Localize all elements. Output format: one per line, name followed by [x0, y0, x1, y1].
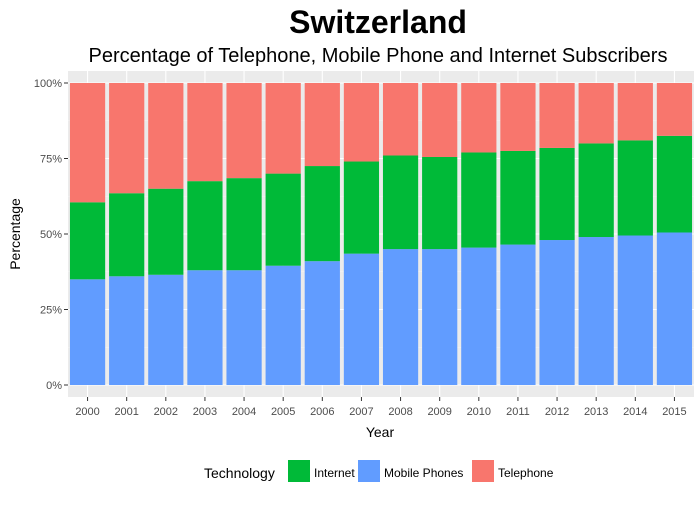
- legend-title: Technology: [204, 465, 275, 481]
- chart-subtitle: Percentage of Telephone, Mobile Phone an…: [89, 45, 668, 67]
- y-tick-label: 0%: [46, 380, 62, 392]
- legend-key-mobile-phones: [358, 460, 380, 482]
- x-axis: 2000 2001 2002 2003 2004 2005 2006 2007 2008 2009…: [75, 397, 687, 418]
- bar-mobile-phones-2011: [500, 244, 536, 385]
- bar-telephone-2002: [148, 83, 184, 189]
- bars: [69, 83, 693, 385]
- bar-telephone-2009: [422, 83, 458, 157]
- x-axis-label: Year: [366, 424, 395, 440]
- x-tick-label: 2002: [154, 406, 178, 418]
- bar-internet-2015: [656, 135, 693, 233]
- x-tick-label: 2013: [584, 406, 608, 418]
- bar-telephone-2011: [500, 83, 536, 151]
- chart-title: Switzerland: [289, 4, 467, 40]
- bar-mobile-phones-2010: [461, 247, 497, 385]
- bar-internet-2002: [148, 188, 184, 275]
- legend-label-internet: Internet: [314, 466, 355, 480]
- bar-mobile-phones-2007: [343, 253, 380, 385]
- bar-telephone-2001: [109, 83, 145, 194]
- bar-mobile-phones-2000: [69, 279, 106, 385]
- y-axis-label: Percentage: [7, 198, 23, 270]
- bar-mobile-phones-2015: [656, 232, 693, 385]
- legend-key-internet: [288, 460, 310, 482]
- bar-mobile-phones-2013: [578, 237, 614, 385]
- bar-internet-2007: [343, 161, 380, 254]
- bar-telephone-2015: [656, 83, 693, 136]
- bar-telephone-2007: [343, 83, 380, 162]
- bar-mobile-phones-2004: [226, 270, 262, 385]
- bar-telephone-2010: [461, 83, 497, 153]
- bar-internet-2006: [304, 166, 340, 262]
- bar-internet-2010: [461, 152, 497, 248]
- bar-mobile-phones-2002: [148, 274, 184, 385]
- legend-label-telephone: Telephone: [498, 466, 554, 480]
- x-tick-label: 2003: [193, 406, 217, 418]
- bar-internet-2009: [422, 156, 458, 250]
- bar-telephone-2005: [265, 83, 301, 174]
- bar-mobile-phones-2008: [382, 249, 419, 385]
- bar-internet-2004: [226, 178, 262, 271]
- legend-key-telephone: [472, 460, 494, 482]
- bar-internet-2003: [187, 181, 223, 271]
- bar-telephone-2012: [539, 83, 575, 148]
- bar-telephone-2014: [617, 83, 653, 141]
- y-tick-label: 100%: [34, 78, 62, 90]
- bar-internet-2001: [109, 193, 145, 277]
- bar-internet-2005: [265, 173, 301, 266]
- y-axis: 0% 25% 50% 75% 100%: [34, 78, 68, 392]
- bar-mobile-phones-2005: [265, 265, 301, 385]
- x-tick-label: 2006: [310, 406, 334, 418]
- bar-telephone-2008: [382, 83, 419, 156]
- bar-internet-2011: [500, 150, 536, 245]
- x-tick-label: 2015: [662, 406, 686, 418]
- bar-telephone-2004: [226, 83, 262, 179]
- x-tick-label: 2010: [467, 406, 491, 418]
- legend: Technology Internet Mobile Phones Telephon…: [204, 460, 554, 482]
- bar-mobile-phones-2012: [539, 240, 575, 385]
- bar-mobile-phones-2006: [304, 261, 340, 385]
- x-tick-label: 2012: [545, 406, 569, 418]
- x-tick-label: 2001: [114, 406, 138, 418]
- bar-internet-2012: [539, 147, 575, 241]
- bar-internet-2014: [617, 140, 653, 236]
- x-tick-label: 2007: [349, 406, 373, 418]
- x-tick-label: 2008: [388, 406, 412, 418]
- x-tick-label: 2000: [75, 406, 99, 418]
- x-tick-label: 2014: [623, 406, 647, 418]
- y-tick-label: 75%: [40, 154, 62, 166]
- bar-mobile-phones-2003: [187, 270, 223, 385]
- y-tick-label: 50%: [40, 229, 62, 241]
- bar-telephone-2000: [69, 83, 106, 203]
- bar-internet-2000: [69, 202, 106, 280]
- bar-internet-2013: [578, 143, 614, 238]
- x-tick-label: 2009: [427, 406, 451, 418]
- x-tick-label: 2005: [271, 406, 295, 418]
- bar-telephone-2006: [304, 83, 340, 167]
- y-tick-label: 25%: [40, 305, 62, 317]
- bar-mobile-phones-2014: [617, 235, 653, 385]
- bar-internet-2008: [382, 155, 419, 250]
- x-tick-label: 2011: [506, 406, 530, 418]
- legend-label-mobile-phones: Mobile Phones: [384, 466, 463, 480]
- bar-mobile-phones-2009: [422, 249, 458, 385]
- bar-telephone-2013: [578, 83, 614, 144]
- bar-mobile-phones-2001: [109, 276, 145, 385]
- x-tick-label: 2004: [232, 406, 256, 418]
- bar-telephone-2003: [187, 83, 223, 182]
